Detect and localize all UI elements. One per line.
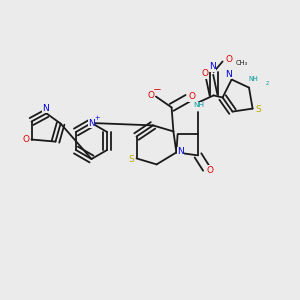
Text: −: − [153,85,162,95]
Text: N: N [209,62,216,71]
Text: O: O [206,166,214,175]
Text: S: S [128,155,134,164]
Text: O: O [201,69,208,78]
Text: O: O [189,92,196,101]
Text: O: O [226,55,232,64]
Text: 2: 2 [265,81,269,86]
Text: O: O [22,135,30,144]
Text: CH₃: CH₃ [235,60,247,66]
Text: S: S [256,105,262,114]
Text: NH: NH [193,102,204,108]
Text: O: O [148,92,155,100]
Text: N: N [88,118,95,127]
Text: N: N [43,103,49,112]
Text: +: + [94,115,99,121]
Text: N: N [225,70,232,79]
Text: NH: NH [249,76,258,82]
Text: N: N [177,147,184,156]
